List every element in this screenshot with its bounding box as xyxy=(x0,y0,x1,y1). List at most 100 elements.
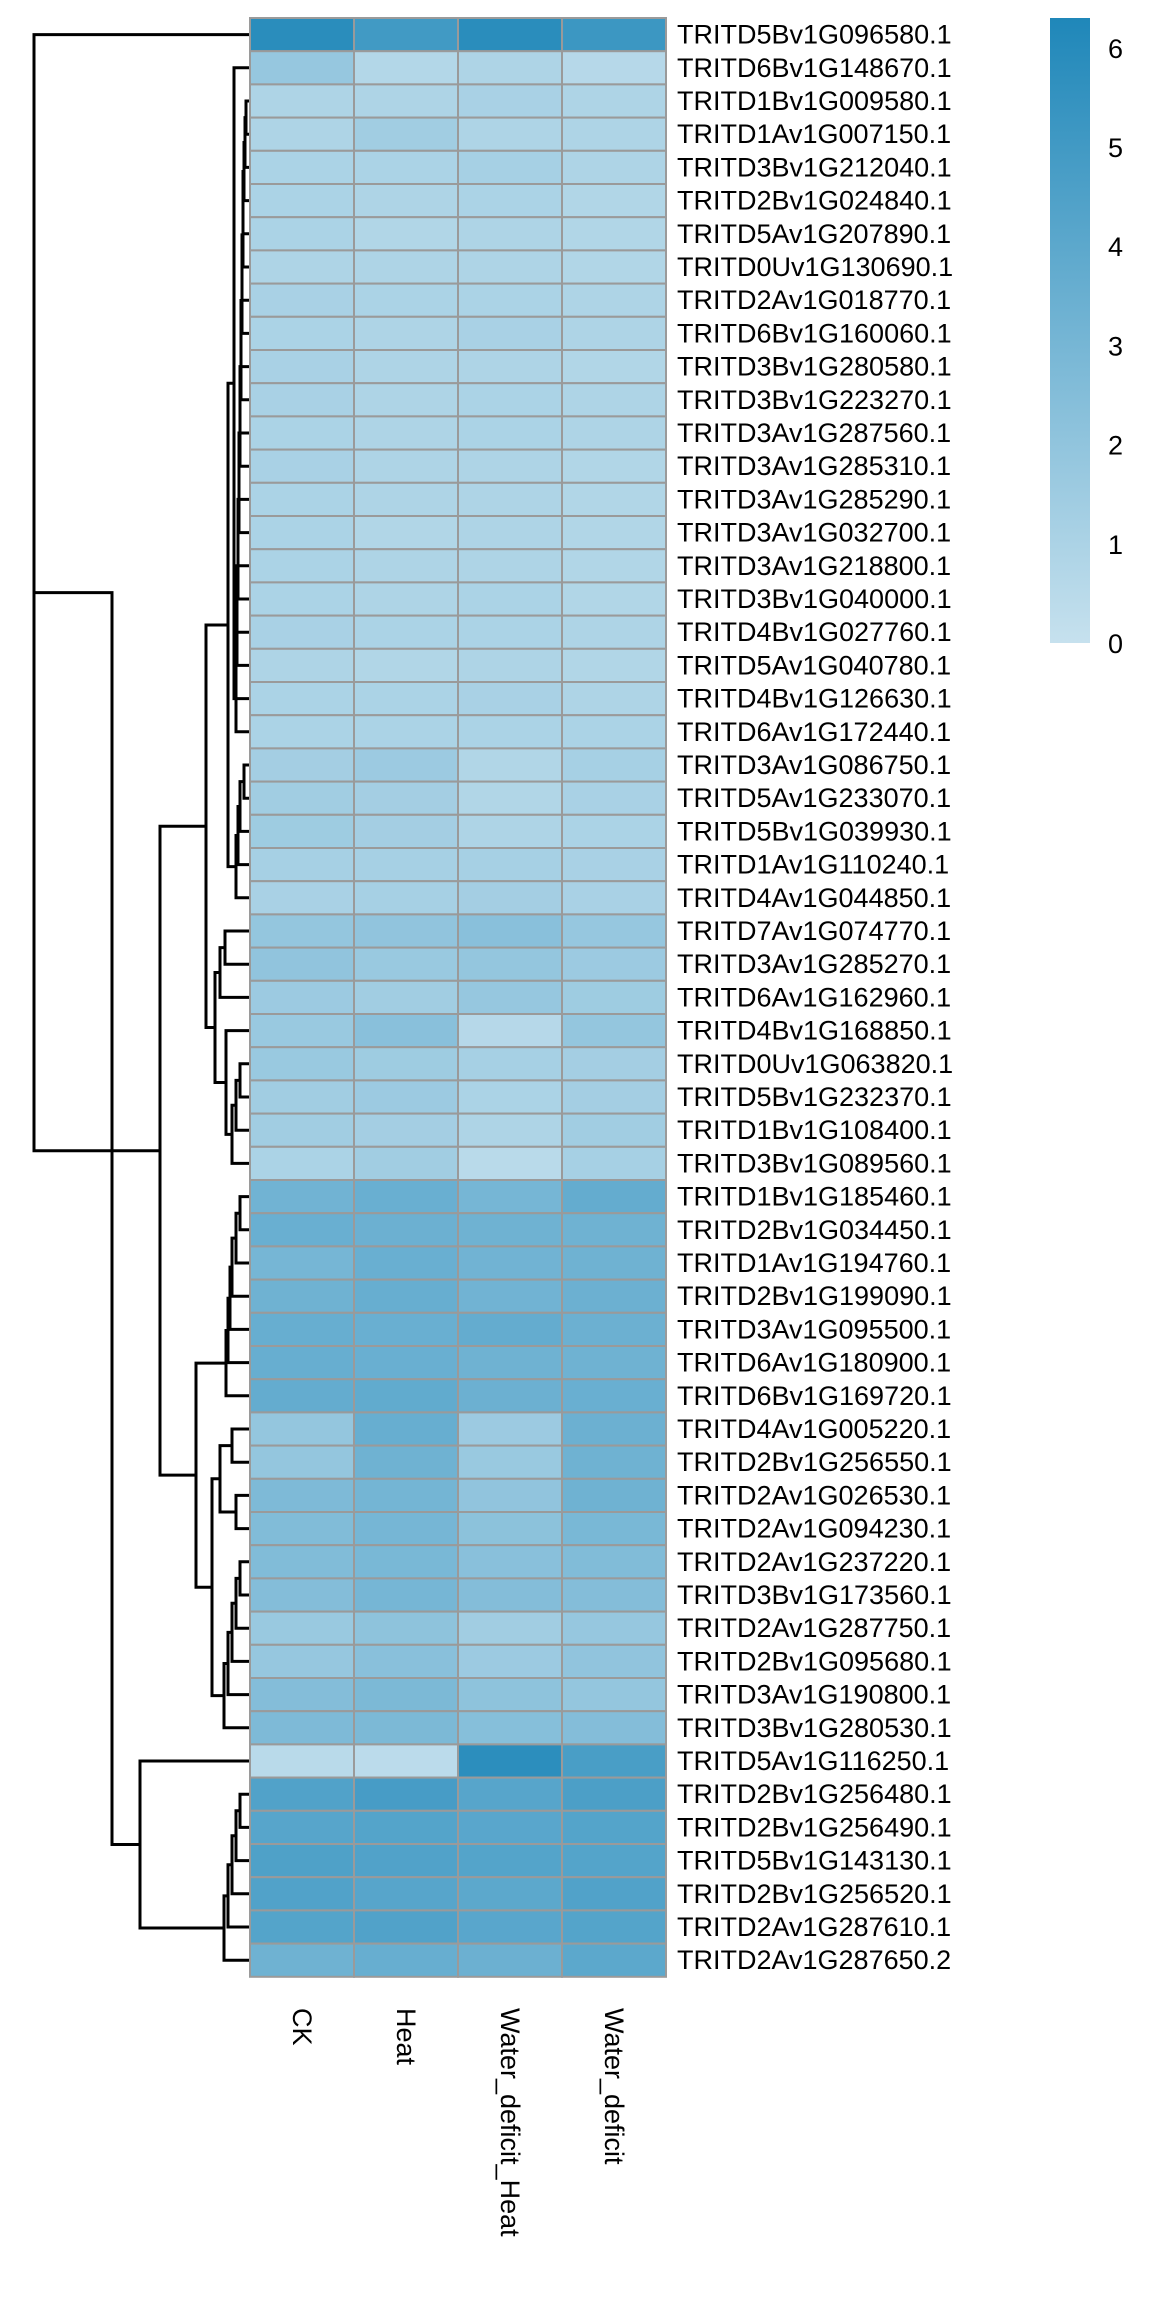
heatmap-cell xyxy=(561,1809,667,1846)
heatmap-cell xyxy=(353,813,459,849)
heatmap-cell xyxy=(353,548,459,584)
heatmap-cell xyxy=(457,17,563,53)
row-label: TRITD3Bv1G040000.1 xyxy=(677,584,952,614)
row-label: TRITD5Bv1G039930.1 xyxy=(677,816,952,846)
column-label: Heat xyxy=(391,2008,421,2066)
heatmap-cell xyxy=(561,1245,667,1281)
heatmap-cell xyxy=(561,813,667,849)
row-label: TRITD5Av1G207890.1 xyxy=(677,219,951,249)
heatmap-cell xyxy=(457,946,563,982)
row-label: TRITD3Bv1G173560.1 xyxy=(677,1580,952,1610)
heatmap-cell xyxy=(249,1643,355,1680)
heatmap-cell xyxy=(249,1212,355,1248)
heatmap-cell xyxy=(457,1477,563,1514)
heatmap-cell xyxy=(457,116,563,152)
heatmap-cell xyxy=(353,1046,459,1082)
heatmap-cell xyxy=(353,979,459,1015)
heatmap-cell xyxy=(561,1411,667,1447)
row-label: TRITD6Av1G180900.1 xyxy=(677,1348,951,1378)
row-label: TRITD2Bv1G199090.1 xyxy=(677,1281,952,1311)
heatmap-cell xyxy=(249,382,355,418)
row-label: TRITD5Av1G040780.1 xyxy=(677,650,951,680)
heatmap-cell xyxy=(249,282,355,318)
row-label: TRITD2Av1G287750.1 xyxy=(677,1613,951,1643)
row-label: TRITD2Av1G094230.1 xyxy=(677,1514,951,1544)
heatmap-cell xyxy=(249,515,355,551)
heatmap-cell xyxy=(561,681,667,717)
row-label: TRITD1Bv1G185460.1 xyxy=(677,1182,952,1212)
heatmap-cell xyxy=(353,481,459,517)
heatmap-cell xyxy=(457,681,563,717)
heatmap-cell xyxy=(353,1345,459,1381)
heatmap-cell xyxy=(561,1876,667,1912)
row-label: TRITD3Bv1G280580.1 xyxy=(677,352,952,382)
heatmap-cell xyxy=(249,17,355,53)
heatmap-cell xyxy=(457,1544,563,1580)
heatmap-cell xyxy=(457,282,563,318)
heatmap-cell xyxy=(561,116,667,152)
heatmap-cell xyxy=(249,880,355,916)
heatmap-cell xyxy=(249,1677,355,1713)
heatmap-cell xyxy=(561,50,667,86)
heatmap-cell xyxy=(561,1511,667,1547)
row-label: TRITD2Bv1G256520.1 xyxy=(677,1879,952,1909)
dendrogram-branch xyxy=(234,1078,250,1132)
heatmap-cell xyxy=(457,315,563,351)
row-label: TRITD5Av1G233070.1 xyxy=(677,783,951,813)
heatmap-cell xyxy=(353,17,459,53)
heatmap-cell xyxy=(353,1212,459,1248)
heatmap-cell xyxy=(457,714,563,750)
heatmap-cell xyxy=(249,1311,355,1348)
heatmap-cell xyxy=(561,1378,667,1414)
heatmap-cell xyxy=(561,1278,667,1314)
heatmap-cell xyxy=(249,1378,355,1414)
heatmap-cell xyxy=(249,681,355,717)
heatmap-cell xyxy=(457,1013,563,1049)
heatmap-cell xyxy=(561,83,667,119)
heatmap-cell xyxy=(249,1843,355,1879)
heatmap-cell xyxy=(457,1179,563,1215)
heatmap-cell xyxy=(561,149,667,186)
row-label: TRITD1Av1G007150.1 xyxy=(677,119,951,149)
heatmap-cell xyxy=(457,1046,563,1082)
heatmap-cell xyxy=(457,614,563,650)
heatmap-cell xyxy=(561,1013,667,1049)
heatmap-cell xyxy=(249,1710,355,1746)
heatmap-cell xyxy=(353,415,459,451)
row-label: TRITD3Bv1G089560.1 xyxy=(677,1148,952,1178)
dendrogram-branch xyxy=(236,497,250,568)
heatmap-cell xyxy=(457,382,563,418)
heatmap-cell xyxy=(249,747,355,783)
heatmap-cell xyxy=(249,1278,355,1314)
dendrogram-branch xyxy=(240,233,250,302)
heatmap-cell xyxy=(353,714,459,750)
heatmap-cell xyxy=(249,614,355,650)
heatmap-cell xyxy=(353,1444,459,1480)
dendrogram-branch xyxy=(234,1576,250,1630)
heatmap-cell xyxy=(561,647,667,683)
heatmap-cell xyxy=(249,581,355,617)
heatmap-cell xyxy=(353,282,459,318)
heatmap-cell xyxy=(353,1610,459,1646)
heatmap-cell xyxy=(561,1643,667,1680)
heatmap-cell xyxy=(353,581,459,617)
row-label: TRITD3Av1G285310.1 xyxy=(677,451,951,481)
heatmap-cell xyxy=(249,183,355,219)
heatmap-cell xyxy=(457,1079,563,1115)
heatmap-cell xyxy=(457,581,563,617)
legend-tick-label: 0 xyxy=(1108,629,1123,659)
heatmap-cell xyxy=(249,647,355,683)
heatmap-cell xyxy=(561,249,667,285)
heatmap-cell xyxy=(249,780,355,816)
row-label: TRITD1Av1G110240.1 xyxy=(677,850,949,880)
row-label: TRITD6Bv1G169720.1 xyxy=(677,1381,952,1411)
heatmap-cell xyxy=(353,1743,459,1779)
heatmap-cell xyxy=(457,780,563,816)
dendrogram-branch xyxy=(234,1493,250,1531)
dendrogram-branch xyxy=(234,1211,250,1265)
heatmap-cell xyxy=(249,1079,355,1115)
dendrogram-branch xyxy=(218,1444,236,1514)
heatmap-cell xyxy=(561,1577,667,1613)
heatmap-cell xyxy=(353,1311,459,1348)
row-label: TRITD3Av1G285270.1 xyxy=(677,949,951,979)
